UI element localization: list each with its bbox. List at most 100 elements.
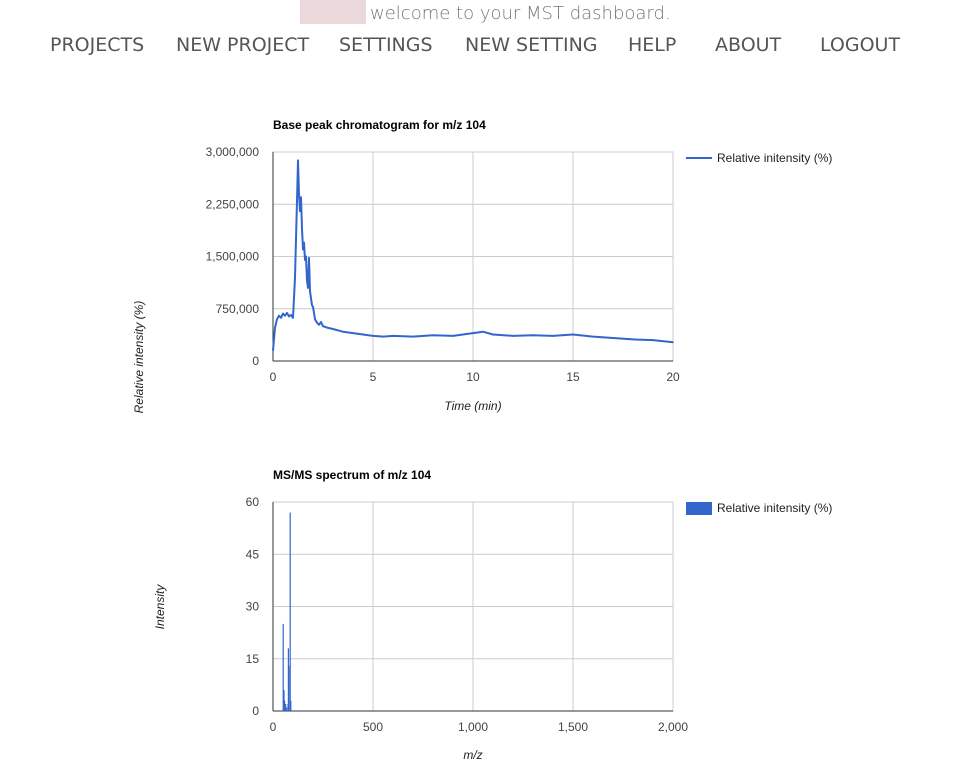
app-header: welcome to your MST dashboard. xyxy=(0,0,972,30)
x-axis-ticks: 0 5 10 15 20 xyxy=(270,370,680,384)
data-point xyxy=(306,280,308,282)
data-point xyxy=(316,321,318,324)
data-point xyxy=(310,297,312,300)
y-tick-label: 2,250,000 xyxy=(206,197,260,211)
x-tick-label: 15 xyxy=(566,370,580,384)
nav-settings[interactable]: SETTINGS xyxy=(339,34,433,56)
series-line xyxy=(272,159,674,352)
nav-logout[interactable]: LOGOUT xyxy=(820,34,901,56)
data-point xyxy=(472,332,474,334)
y-tick-label: 60 xyxy=(246,495,260,509)
x-tick-label: 10 xyxy=(466,370,480,384)
legend-swatch xyxy=(686,502,712,515)
chart-title: Base peak chromatogram for m/z 104 xyxy=(273,118,486,132)
data-point xyxy=(296,200,298,202)
chart-title: MS/MS spectrum of m/z 104 xyxy=(273,468,431,482)
y-tick-label: 30 xyxy=(246,600,260,614)
chromatogram-svg: Base peak chromatogram for m/z 104 0 750,… xyxy=(132,118,832,414)
data-point xyxy=(286,312,288,314)
data-point xyxy=(612,337,614,339)
legend: Relative initensity (%) xyxy=(686,151,832,165)
spectrum-svg: MS/MS spectrum of m/z 104 0 15 30 45 60 0 500… xyxy=(153,468,832,762)
data-point xyxy=(280,317,282,319)
data-point xyxy=(392,335,394,337)
data-point xyxy=(305,255,307,258)
data-point xyxy=(432,334,434,336)
series-bars xyxy=(282,512,292,711)
x-tick-label: 20 xyxy=(666,370,680,384)
spectrum-bar xyxy=(286,707,288,711)
data-point xyxy=(572,333,574,336)
spectrum-bar xyxy=(288,665,290,711)
data-point xyxy=(482,330,484,333)
y-tick-label: 0 xyxy=(252,354,259,368)
user-name-box xyxy=(300,0,366,24)
nav-help[interactable]: HELP xyxy=(628,34,677,56)
data-point xyxy=(272,349,274,352)
data-point xyxy=(300,196,302,199)
data-point xyxy=(632,338,634,341)
data-point xyxy=(382,335,384,338)
x-tick-label: 2,000 xyxy=(658,720,688,734)
y-axis-title: Intensity xyxy=(153,584,167,630)
y-axis-title: Relative intensity (%) xyxy=(132,301,146,414)
data-point xyxy=(314,318,316,320)
data-point xyxy=(309,290,311,293)
data-point xyxy=(276,318,278,320)
y-tick-label: 15 xyxy=(246,652,260,666)
legend-label: Relative initensity (%) xyxy=(717,151,832,165)
data-point xyxy=(284,314,286,317)
data-point xyxy=(372,335,374,337)
y-tick-label: 1,500,000 xyxy=(206,250,260,264)
data-point xyxy=(532,334,534,336)
data-point xyxy=(326,326,328,329)
spectrum-bar xyxy=(289,512,291,711)
data-point xyxy=(320,321,322,323)
data-point xyxy=(308,257,310,259)
spectrum-bar xyxy=(283,690,285,711)
data-point xyxy=(322,325,324,327)
data-point xyxy=(290,314,292,316)
nav-new-project[interactable]: NEW PROJECT xyxy=(176,34,310,56)
data-point xyxy=(652,339,654,341)
nav-new-setting[interactable]: NEW SETTING xyxy=(465,34,598,56)
spectrum-bar xyxy=(282,623,284,711)
data-point xyxy=(412,335,414,338)
data-point xyxy=(303,241,305,244)
data-point xyxy=(301,227,303,230)
spectrum-bar xyxy=(284,700,286,711)
main-nav: PROJECTS NEW PROJECT SETTINGS NEW SETTIN… xyxy=(0,34,972,60)
gridlines xyxy=(272,501,674,712)
x-tick-label: 1,000 xyxy=(458,720,488,734)
nav-about[interactable]: ABOUT xyxy=(715,34,782,56)
data-point xyxy=(311,304,313,307)
data-point xyxy=(492,333,494,336)
data-point xyxy=(304,259,306,261)
data-point xyxy=(552,335,554,337)
data-point xyxy=(288,315,290,318)
data-point xyxy=(294,276,296,279)
legend-label: Relative initensity (%) xyxy=(717,501,832,515)
data-point xyxy=(302,248,304,251)
data-point xyxy=(332,328,334,330)
x-tick-label: 0 xyxy=(270,720,277,734)
gridlines xyxy=(272,151,674,362)
data-point xyxy=(672,341,674,343)
nav-projects[interactable]: PROJECTS xyxy=(50,34,145,56)
x-axis-title: m/z xyxy=(463,748,482,762)
data-point xyxy=(307,287,309,289)
data-point xyxy=(282,312,284,315)
x-tick-label: 1,500 xyxy=(558,720,588,734)
data-point xyxy=(342,330,344,333)
data-point xyxy=(592,335,594,338)
x-tick-label: 0 xyxy=(270,370,277,384)
y-tick-label: 750,000 xyxy=(216,302,260,316)
data-point xyxy=(297,159,299,162)
data-point xyxy=(298,193,300,195)
y-tick-label: 0 xyxy=(252,704,259,718)
data-point xyxy=(299,210,301,212)
data-point xyxy=(274,326,276,329)
legend: Relative initensity (%) xyxy=(686,501,832,515)
y-axis-ticks: 0 15 30 45 60 xyxy=(246,495,260,718)
data-point xyxy=(292,317,294,319)
